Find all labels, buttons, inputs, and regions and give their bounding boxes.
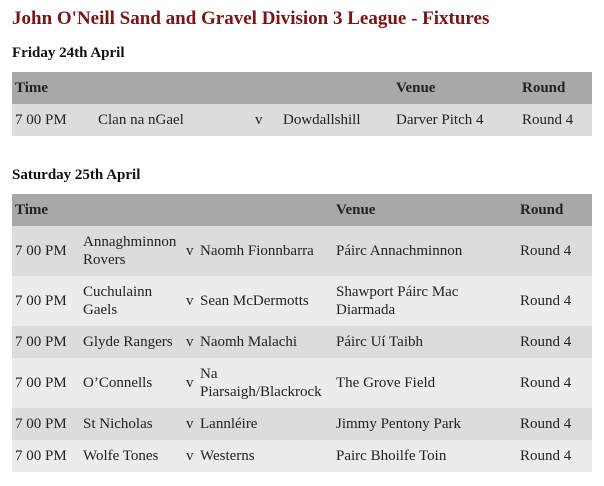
fixture-time: 7 00 PM — [12, 358, 80, 408]
fixtures-table-saturday: Time Venue Round 7 00 PM Annaghminnon Rov… — [12, 194, 592, 472]
versus: v — [252, 104, 280, 136]
away-team: Dowdallshill — [280, 104, 393, 136]
home-team: Annaghminnon Rovers — [80, 226, 183, 276]
away-team: Naomh Malachi — [197, 326, 333, 358]
fixture-time: 7 00 PM — [12, 226, 80, 276]
versus: v — [183, 276, 197, 326]
home-team: St Nicholas — [80, 408, 183, 440]
table-row: 7 00 PM Wolfe Tones v Westerns Pairc Bhoilfe… — [12, 440, 592, 472]
round: Round 4 — [517, 326, 592, 358]
versus: v — [183, 358, 197, 408]
away-team: Westerns — [197, 440, 333, 472]
venue: Darver Pitch 4 — [393, 104, 519, 136]
versus: v — [183, 440, 197, 472]
round: Round 4 — [519, 104, 592, 136]
versus: v — [183, 408, 197, 440]
fixtures-table-friday: Time Venue Round 7 00 PM Clan na nGael v… — [12, 72, 592, 136]
table-row: 7 00 PM Annaghminnon Rovers v Naomh Fionnba… — [12, 226, 592, 276]
venue: Páirc Uí Taibh — [333, 326, 517, 358]
header-venue: Venue — [393, 72, 519, 104]
fixture-time: 7 00 PM — [12, 276, 80, 326]
table-row: 7 00 PM Glyde Rangers v Naomh Malachi Páirc … — [12, 326, 592, 358]
table-header: Time Venue Round — [12, 72, 592, 104]
venue: Shawport Páirc Mac Diarmada — [333, 276, 517, 326]
venue: Páirc Annachminnon — [333, 226, 517, 276]
venue: Jimmy Pentony Park — [333, 408, 517, 440]
header-time: Time — [12, 72, 95, 104]
fixture-time: 7 00 PM — [12, 326, 80, 358]
table-row: 7 00 PM Cuchulainn Gaels v Sean McDermotts S… — [12, 276, 592, 326]
fixture-time: 7 00 PM — [12, 440, 80, 472]
round: Round 4 — [517, 276, 592, 326]
round: Round 4 — [517, 358, 592, 408]
round: Round 4 — [517, 408, 592, 440]
away-team: Na Piarsaigh/Blackrock — [197, 358, 333, 408]
venue: Pairc Bhoilfe Toin — [333, 440, 517, 472]
away-team: Naomh Fionnbarra — [197, 226, 333, 276]
home-team: Cuchulainn Gaels — [80, 276, 183, 326]
day-heading: Saturday 25th April — [12, 167, 141, 183]
fixture-time: 7 00 PM — [12, 104, 95, 136]
versus: v — [183, 226, 197, 276]
versus: v — [183, 326, 197, 358]
day-heading: Friday 24th April — [12, 45, 125, 61]
table-row: 7 00 PM Clan na nGael v Dowdallshill Dar… — [12, 104, 592, 136]
home-team: Clan na nGael — [95, 104, 252, 136]
away-team: Lannléire — [197, 408, 333, 440]
table-header: Time Venue Round — [12, 194, 592, 226]
away-team: Sean McDermotts — [197, 276, 333, 326]
table-row: 7 00 PM O’Connells v Na Piarsaigh/Blackrock… — [12, 358, 592, 408]
home-team: Glyde Rangers — [80, 326, 183, 358]
table-row: 7 00 PM St Nicholas v Lannléire Jimmy Penton… — [12, 408, 592, 440]
header-round: Round — [517, 194, 592, 226]
header-round: Round — [519, 72, 592, 104]
fixture-time: 7 00 PM — [12, 408, 80, 440]
home-team: O’Connells — [80, 358, 183, 408]
header-time: Time — [12, 194, 80, 226]
home-team: Wolfe Tones — [80, 440, 183, 472]
page-title: John O'Neill Sand and Gravel Division 3 … — [12, 8, 490, 29]
venue: The Grove Field — [333, 358, 517, 408]
round: Round 4 — [517, 226, 592, 276]
round: Round 4 — [517, 440, 592, 472]
header-venue: Venue — [333, 194, 517, 226]
